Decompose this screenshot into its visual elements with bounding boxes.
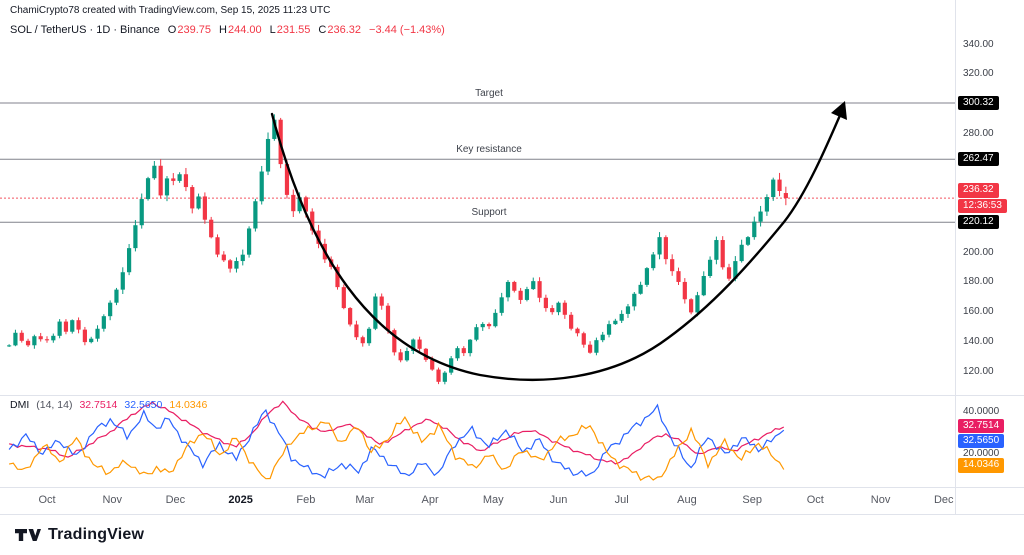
price-tick: 200.00: [963, 246, 994, 258]
tradingview-logo[interactable]: TradingView: [14, 525, 144, 545]
price-tick: 320.00: [963, 68, 994, 80]
time-axis-label-nov: Nov: [870, 494, 891, 506]
time-axis-label-oct: Oct: [38, 494, 56, 506]
level-label-key-resistance[interactable]: Key resistance: [456, 144, 522, 156]
chart-canvas[interactable]: [0, 0, 1024, 515]
candles: [7, 114, 788, 385]
time-axis-label-nov: Nov: [102, 494, 123, 506]
dmi-plus-di-value: 32.5650: [124, 399, 163, 411]
close-ohlc: C236.32: [318, 24, 361, 36]
tradingview-logo-icon: [15, 529, 41, 541]
price-tick: 340.00: [963, 38, 994, 50]
close-value: 236.32: [327, 24, 362, 36]
watermark: ChamiCrypto78 created with TradingView.c…: [10, 5, 331, 16]
cup-and-arrow-annotation: [270, 104, 846, 382]
tradingview-brand: TradingView: [48, 526, 145, 543]
dmi-title[interactable]: DMI: [10, 399, 30, 411]
high-value: 244.00: [227, 24, 262, 36]
time-axis-label-feb: Feb: [296, 494, 316, 506]
price-badge-target: 300.32: [958, 95, 999, 111]
time-axis-label-apr: Apr: [421, 494, 439, 506]
time-axis-label-2025: 2025: [228, 494, 253, 506]
dmi-lines: [8, 400, 785, 482]
open-label: O: [167, 24, 177, 36]
change-value: −3.44 (−1.43%): [369, 24, 445, 36]
time-axis[interactable]: Oct Nov Dec 2025 Feb Mar Apr May Jun Jul Aug Sep Oct…: [0, 487, 956, 515]
price-tick: 180.00: [963, 276, 994, 288]
low-ohlc: L231.55: [270, 24, 311, 36]
symbol-title[interactable]: SOL / TetherUS · 1D · Binance: [10, 24, 160, 36]
last-price-badge: 236.32: [958, 183, 999, 198]
time-axis-label-may: May: [482, 494, 504, 506]
level-label-target[interactable]: Target: [475, 87, 503, 99]
countdown-badge: 12:36:53: [958, 198, 1007, 214]
time-axis-label-mar: Mar: [355, 494, 375, 506]
dmi-params: (14, 14): [36, 399, 73, 411]
time-axis-label-aug: Aug: [677, 494, 697, 506]
low-label: L: [269, 24, 276, 36]
low-value: 231.55: [276, 24, 311, 36]
dmi-badge-plus-di: 32.5650: [958, 433, 1005, 449]
close-label: C: [318, 24, 327, 36]
time-axis-label-dec: Dec: [933, 494, 954, 506]
price-tick: 120.00: [963, 365, 994, 377]
dmi-badge-adx: 32.7514: [958, 418, 1005, 434]
dmi-indicator-legend: DMI (14, 14) 32.7514 32.5650 14.0346: [10, 399, 207, 411]
time-axis-label-jun: Jun: [549, 494, 568, 506]
time-axis-label-oct: Oct: [806, 494, 824, 506]
open-ohlc: O239.75: [168, 24, 211, 36]
time-axis-label-jul: Jul: [614, 494, 629, 506]
price-tick: 160.00: [963, 306, 994, 318]
level-label-support[interactable]: Support: [471, 207, 507, 219]
symbol-legend: SOL / TetherUS · 1D · Binance O239.75 H2…: [10, 24, 445, 36]
high-ohlc: H244.00: [219, 24, 262, 36]
price-tick: 140.00: [963, 335, 994, 347]
dmi-adx-value: 32.7514: [79, 399, 118, 411]
dmi-minus-di-value: 14.0346: [169, 399, 208, 411]
open-value: 239.75: [177, 24, 212, 36]
time-axis-label-sep: Sep: [742, 494, 762, 506]
time-axis-label-dec: Dec: [165, 494, 186, 506]
price-axis[interactable]: 340.00320.00280.00240.00200.00180.00160.…: [956, 0, 1024, 515]
footer: TradingView: [0, 515, 1024, 555]
price-badge-support: 220.12: [958, 214, 999, 230]
dmi-tick: 40.0000: [963, 405, 1000, 417]
price-badge-key-resistance: 262.47: [958, 151, 999, 167]
price-tick: 280.00: [963, 127, 994, 139]
high-label: H: [219, 24, 227, 36]
dmi-tick: 20.0000: [963, 447, 1000, 459]
dmi-badge-minus-di: 14.0346: [958, 458, 1005, 473]
